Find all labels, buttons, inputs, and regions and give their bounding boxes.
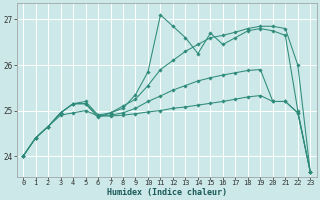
X-axis label: Humidex (Indice chaleur): Humidex (Indice chaleur) <box>107 188 227 197</box>
